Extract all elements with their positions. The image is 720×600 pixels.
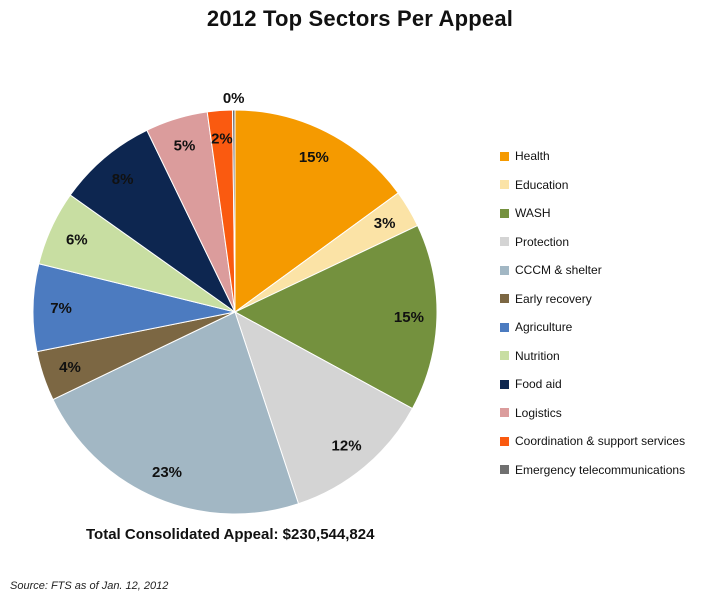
legend-item-coordination-and-support-services: Coordination & support services [500, 427, 685, 456]
legend-label: WASH [515, 206, 551, 221]
legend-item-protection: Protection [500, 228, 685, 257]
legend-swatch [500, 379, 509, 389]
legend-item-nutrition: Nutrition [500, 342, 685, 371]
legend-label: Early recovery [515, 291, 592, 306]
legend-label: Protection [515, 234, 570, 249]
slice-label-early-recovery: 4% [59, 359, 81, 376]
legend-item-education: Education [500, 171, 685, 200]
legend-item-emergency-telecommunications: Emergency telecommunications [500, 456, 685, 485]
legend-swatch [500, 237, 509, 247]
slice-label-emergency-telecommunications: 0% [223, 90, 245, 107]
legend-label: Health [515, 149, 550, 164]
legend-item-wash: WASH [500, 199, 685, 228]
slice-label-food-aid: 8% [112, 171, 134, 188]
slice-label-agriculture: 7% [50, 300, 72, 317]
legend-item-food-aid: Food aid [500, 370, 685, 399]
legend-item-health: Health [500, 142, 685, 171]
legend-swatch [500, 322, 509, 332]
legend-item-early-recovery: Early recovery [500, 285, 685, 314]
legend-swatch [500, 465, 509, 475]
pie-slice-cccm-and-shelter [52, 311, 300, 515]
slice-label-coordination-and-support-services: 2% [211, 130, 233, 147]
legend-label: CCCM & shelter [515, 263, 602, 278]
pie-slice-emergency-telecommunications [231, 109, 236, 313]
legend-item-agriculture: Agriculture [500, 313, 685, 342]
slice-label-nutrition: 6% [66, 232, 88, 249]
legend-label: Coordination & support services [515, 434, 686, 449]
legend-label: Nutrition [515, 348, 560, 363]
legend: Health Education WASH Protection CCCM & shel… [500, 142, 685, 484]
chart-title: 2012 Top Sectors Per Appeal [206, 6, 514, 31]
source-note: Source: FTS as of Jan. 12, 2012 [10, 580, 169, 592]
legend-swatch [500, 351, 509, 361]
slice-label-health: 15% [299, 149, 329, 166]
legend-label: Logistics [515, 405, 562, 420]
legend-label: Emergency telecommunications [515, 462, 686, 477]
pie-slice-food-aid [69, 129, 236, 313]
legend-item-logistics: Logistics [500, 399, 685, 428]
slice-label-education: 3% [374, 215, 396, 232]
legend-label: Agriculture [515, 320, 573, 335]
legend-swatch [500, 294, 509, 304]
total-appeal-label: Total Consolidated Appeal: $230,544,824 [86, 526, 375, 543]
slice-label-cccm-and-shelter: 23% [152, 464, 182, 481]
legend-swatch [500, 265, 509, 275]
pie-slice-wash [233, 224, 438, 410]
slice-label-wash: 15% [394, 309, 424, 326]
legend-item-cccm-and-shelter: CCCM & shelter [500, 256, 685, 285]
legend-swatch [500, 408, 509, 418]
pie-slice-protection [234, 310, 414, 505]
slice-label-protection: 12% [332, 438, 362, 455]
legend-label: Education [515, 177, 569, 192]
legend-swatch [500, 180, 509, 190]
legend-swatch [500, 208, 509, 218]
slice-label-logistics: 5% [174, 138, 196, 155]
legend-swatch [500, 436, 509, 446]
legend-label: Food aid [515, 377, 562, 392]
pie-slice-health [234, 109, 399, 313]
legend-swatch [500, 151, 509, 161]
